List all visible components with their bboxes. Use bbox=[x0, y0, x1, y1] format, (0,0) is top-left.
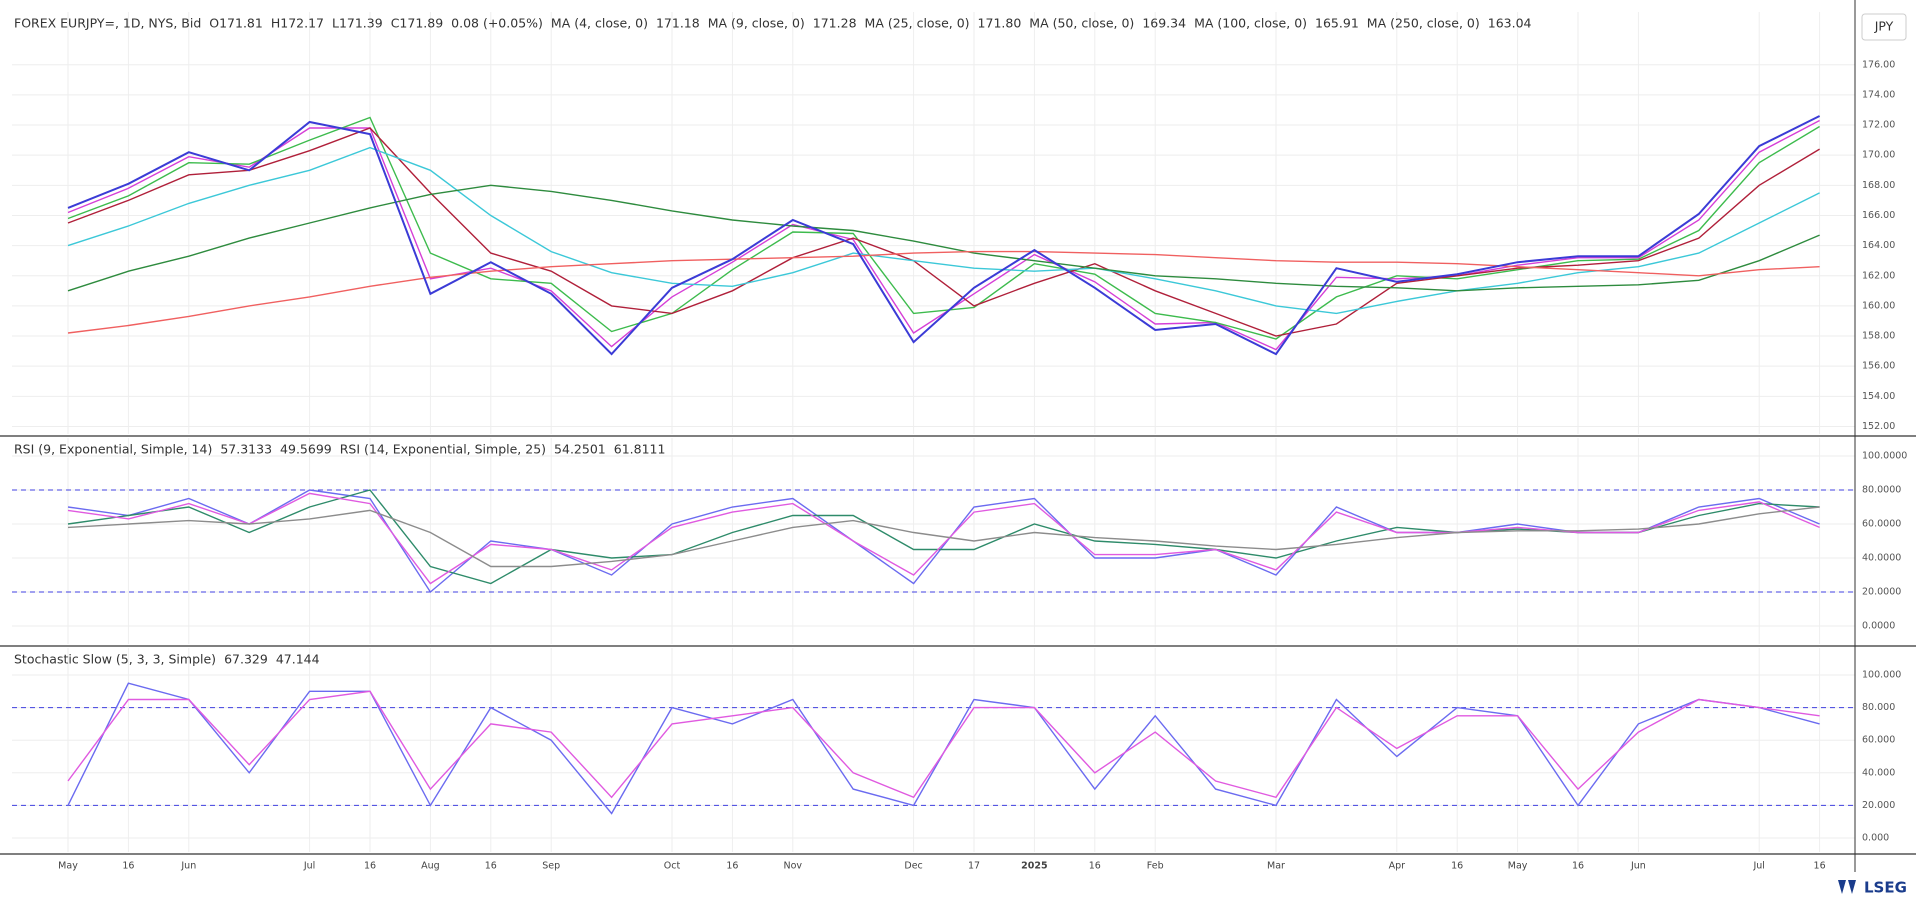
y-tick-label: 176.00 bbox=[1862, 59, 1895, 70]
legend-text: RSI (14, Exponential, Simple, 25) bbox=[340, 442, 546, 457]
y-tick-label: 160.00 bbox=[1862, 300, 1895, 311]
legend-text: H172.17 bbox=[271, 16, 324, 31]
legend-text: MA (50, close, 0) bbox=[1029, 16, 1134, 31]
x-tick-label: Mar bbox=[1267, 861, 1285, 872]
y-tick-label: 100.000 bbox=[1862, 670, 1901, 681]
indicator-line bbox=[67, 506, 1820, 568]
legend-text: C171.89 bbox=[391, 16, 444, 31]
x-tick-label: 16 bbox=[1089, 861, 1101, 872]
brand: LSEG bbox=[1864, 879, 1907, 897]
legend-text: MA (9, close, 0) bbox=[708, 16, 805, 31]
x-tick-label: 17 bbox=[968, 861, 980, 872]
indicator-line bbox=[67, 489, 1820, 585]
y-tick-label: 158.00 bbox=[1862, 331, 1895, 342]
x-tick-label: Jun bbox=[180, 861, 196, 872]
legend-text: 0.08 (+0.05%) bbox=[451, 16, 543, 31]
y-tick-label: 152.00 bbox=[1862, 421, 1895, 432]
legend-text: 57.3133 bbox=[220, 442, 272, 457]
x-tick-label: May bbox=[58, 861, 78, 872]
x-tick-label: 16 bbox=[726, 861, 738, 872]
y-tick-label: 20.0000 bbox=[1862, 586, 1901, 597]
y-tick-label: 60.0000 bbox=[1862, 519, 1901, 530]
y-tick-label: 40.0000 bbox=[1862, 552, 1901, 563]
y-tick-label: 166.00 bbox=[1862, 210, 1895, 221]
indicator-line bbox=[67, 492, 1820, 585]
y-tick-label: 174.00 bbox=[1862, 89, 1895, 100]
legend-text: 165.91 bbox=[1315, 16, 1359, 31]
y-tick-label: 80.000 bbox=[1862, 702, 1895, 713]
y-tick-label: 154.00 bbox=[1862, 391, 1895, 402]
legend-text: O171.81 bbox=[209, 16, 263, 31]
legend-text: Stochastic Slow (5, 3, 3, Simple) bbox=[14, 652, 216, 667]
y-tick-label: 0.0000 bbox=[1862, 620, 1895, 631]
y-tick-label: 80.0000 bbox=[1862, 485, 1901, 496]
legend-text: 61.8111 bbox=[614, 442, 666, 457]
y-tick-label: 172.00 bbox=[1862, 120, 1895, 131]
currency: JPY bbox=[1874, 19, 1894, 34]
x-tick-label: Jul bbox=[1752, 861, 1764, 872]
indicator-line bbox=[67, 119, 1820, 351]
x-tick-label: 16 bbox=[1572, 861, 1584, 872]
legend-text: 171.80 bbox=[978, 16, 1022, 31]
x-tick-label: 16 bbox=[364, 861, 376, 872]
logo: LSEG bbox=[1838, 879, 1907, 897]
indicator-line bbox=[67, 127, 1820, 337]
legend-text: RSI (9, Exponential, Simple, 14) bbox=[14, 442, 212, 457]
x-tick-label: Nov bbox=[784, 861, 803, 872]
x-tick-label: May bbox=[1508, 861, 1528, 872]
legend-text: MA (250, close, 0) bbox=[1367, 16, 1480, 31]
x-tick-label: Apr bbox=[1389, 861, 1406, 872]
legend-text: 47.144 bbox=[276, 652, 320, 667]
x-tick-label: Jul bbox=[303, 861, 315, 872]
indicator-line bbox=[67, 489, 1820, 594]
currency-box bbox=[1861, 13, 1907, 41]
legend-text: MA (25, close, 0) bbox=[865, 16, 970, 31]
x-tick-label: 16 bbox=[1814, 861, 1826, 872]
y-tick-label: 168.00 bbox=[1862, 180, 1895, 191]
indicator-line bbox=[67, 184, 1820, 292]
y-tick-label: 162.00 bbox=[1862, 270, 1895, 281]
indicator-line bbox=[67, 682, 1820, 815]
y-tick-label: 164.00 bbox=[1862, 240, 1895, 251]
legend-text: 49.5699 bbox=[280, 442, 332, 457]
legend-text: L171.39 bbox=[332, 16, 383, 31]
legend-text: FOREX EURJPY=, 1D, NYS, Bid bbox=[14, 16, 201, 31]
legend-text: 169.34 bbox=[1142, 16, 1186, 31]
legend-text: 171.18 bbox=[656, 16, 700, 31]
x-tick-label: Sep bbox=[542, 861, 560, 872]
x-tick-label: 2025 bbox=[1021, 861, 1047, 872]
y-tick-label: 156.00 bbox=[1862, 361, 1895, 372]
legend-text: 171.28 bbox=[813, 16, 857, 31]
y-tick-label: 100.0000 bbox=[1862, 451, 1907, 462]
y-tick-label: 40.000 bbox=[1862, 767, 1895, 778]
x-tick-label: Oct bbox=[664, 861, 681, 872]
y-tick-label: 20.000 bbox=[1862, 800, 1895, 811]
price-line bbox=[67, 115, 1821, 356]
y-tick-label: 170.00 bbox=[1862, 150, 1895, 161]
indicator-line bbox=[67, 690, 1820, 799]
x-tick-label: 16 bbox=[1451, 861, 1463, 872]
x-tick-label: Dec bbox=[904, 861, 922, 872]
x-tick-label: 16 bbox=[122, 861, 134, 872]
y-tick-label: 0.000 bbox=[1862, 832, 1889, 843]
legend-text: 54.2501 bbox=[554, 442, 606, 457]
legend-text: 163.04 bbox=[1488, 16, 1532, 31]
x-tick-label: Aug bbox=[421, 861, 440, 872]
legend-text: MA (100, close, 0) bbox=[1194, 16, 1307, 31]
x-tick-label: Feb bbox=[1147, 861, 1164, 872]
x-tick-label: Jun bbox=[1630, 861, 1646, 872]
indicator-line bbox=[67, 146, 1820, 315]
overlay: May 16 Jun Jul 16 Aug 16 Sep Oct 16 Nov Dec 17 2025 16… bbox=[12, 16, 1907, 872]
x-tick-label: 16 bbox=[485, 861, 497, 872]
y-tick-label: 60.000 bbox=[1862, 735, 1895, 746]
indicator-line bbox=[67, 250, 1820, 334]
legend-text: 67.329 bbox=[224, 652, 268, 667]
legend-text: MA (4, close, 0) bbox=[551, 16, 648, 31]
